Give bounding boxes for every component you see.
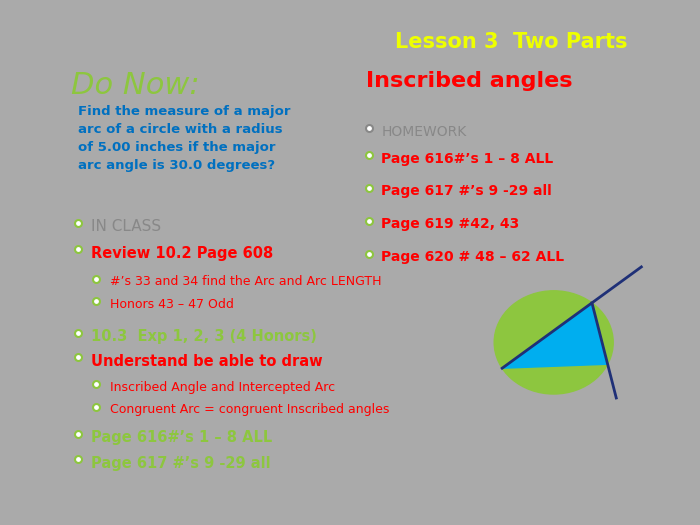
Polygon shape — [502, 303, 608, 368]
Text: HOMEWORK: HOMEWORK — [382, 125, 467, 139]
Text: 10.3  Exp 1, 2, 3 (4 Honors): 10.3 Exp 1, 2, 3 (4 Honors) — [91, 329, 317, 344]
Text: Inscribed Angle and Intercepted Arc: Inscribed Angle and Intercepted Arc — [110, 381, 335, 394]
Text: Review 10.2 Page 608: Review 10.2 Page 608 — [91, 246, 274, 261]
Text: Lesson 3  Two Parts: Lesson 3 Two Parts — [395, 32, 627, 52]
Text: Page 617 #’s 9 -29 all: Page 617 #’s 9 -29 all — [382, 184, 552, 198]
Text: #’s 33 and 34 find the Arc and Arc LENGTH: #’s 33 and 34 find the Arc and Arc LENGT… — [110, 275, 382, 288]
Text: Page 620 # 48 – 62 ALL: Page 620 # 48 – 62 ALL — [382, 250, 564, 264]
Ellipse shape — [494, 291, 613, 394]
Text: Honors 43 – 47 Odd: Honors 43 – 47 Odd — [110, 298, 234, 310]
Text: Page 616#’s 1 – 8 ALL: Page 616#’s 1 – 8 ALL — [91, 430, 272, 445]
Text: Inscribed angles: Inscribed angles — [365, 71, 573, 91]
Text: Page 616#’s 1 – 8 ALL: Page 616#’s 1 – 8 ALL — [382, 152, 554, 165]
Text: Do Now:: Do Now: — [71, 71, 200, 100]
Text: Find the measure of a major
arc of a circle with a radius
of 5.00 inches if the : Find the measure of a major arc of a cir… — [78, 104, 290, 172]
Text: Page 619 #42, 43: Page 619 #42, 43 — [382, 217, 519, 231]
Text: Congruent Arc = congruent Inscribed angles: Congruent Arc = congruent Inscribed angl… — [110, 403, 389, 416]
Text: IN CLASS: IN CLASS — [91, 219, 162, 234]
Text: Page 617 #’s 9 -29 all: Page 617 #’s 9 -29 all — [91, 456, 271, 470]
Text: Understand be able to draw: Understand be able to draw — [91, 354, 323, 369]
